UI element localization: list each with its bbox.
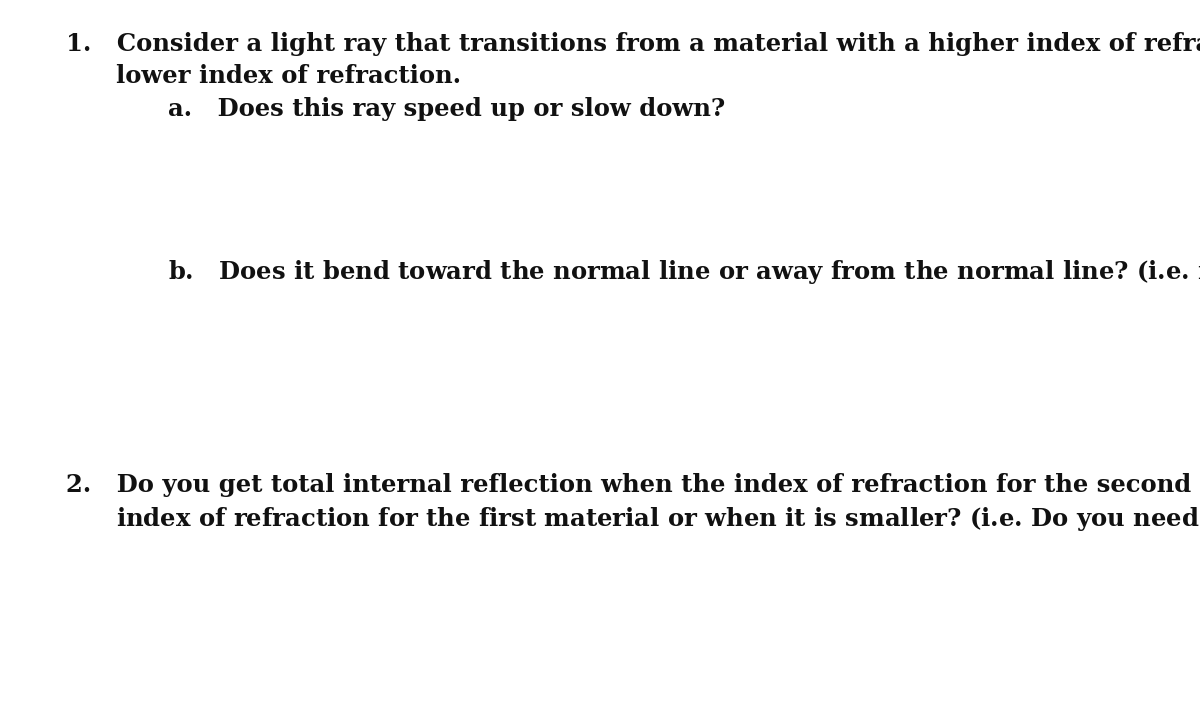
Text: a.   Does this ray speed up or slow down?: a. Does this ray speed up or slow down? [168, 97, 725, 121]
Text: b.   Does it bend toward the normal line or away from the normal line? (i.e. is : b. Does it bend toward the normal line o… [168, 258, 1200, 286]
Text: 1.   Consider a light ray that transitions from a material with a higher index o: 1. Consider a light ray that transitions… [66, 32, 1200, 57]
Text: lower index of refraction.: lower index of refraction. [116, 64, 462, 89]
Text: 2.   Do you get total internal reflection when the index of refraction for the s: 2. Do you get total internal reflection … [66, 473, 1200, 497]
Text: index of refraction for the first material or when it is smaller? (i.e. Do you n: index of refraction for the first materi… [116, 505, 1200, 533]
